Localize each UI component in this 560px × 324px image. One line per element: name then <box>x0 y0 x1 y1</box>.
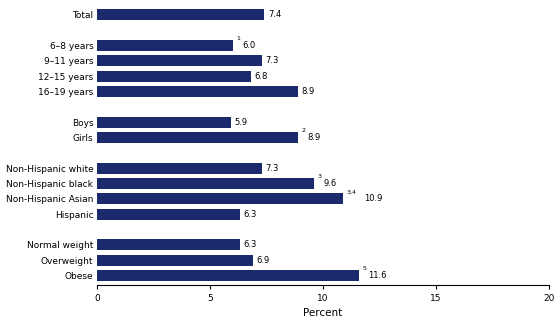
Text: 6.8: 6.8 <box>254 72 268 81</box>
Text: 6.3: 6.3 <box>243 210 256 219</box>
Text: 3,4: 3,4 <box>347 190 357 195</box>
Text: 6.9: 6.9 <box>256 256 270 265</box>
Text: 7.3: 7.3 <box>265 56 279 65</box>
Text: 7.3: 7.3 <box>265 164 279 173</box>
Text: 1: 1 <box>236 36 240 41</box>
X-axis label: Percent: Percent <box>304 308 343 318</box>
Bar <box>97 209 240 220</box>
Bar <box>97 193 343 204</box>
Text: 11.6: 11.6 <box>368 271 387 280</box>
Bar <box>97 178 314 189</box>
Bar <box>97 163 262 174</box>
Text: 6.3: 6.3 <box>243 240 256 249</box>
Text: 9.6: 9.6 <box>323 179 337 188</box>
Bar <box>97 132 298 143</box>
Text: 3: 3 <box>318 174 321 179</box>
Bar <box>97 117 231 128</box>
Text: 7.4: 7.4 <box>268 10 281 19</box>
Bar <box>97 86 298 97</box>
Text: 8.9: 8.9 <box>302 87 315 96</box>
Text: 5.9: 5.9 <box>234 118 247 127</box>
Bar <box>97 239 240 250</box>
Bar <box>97 71 251 82</box>
Text: 8.9: 8.9 <box>307 133 320 142</box>
Bar <box>97 9 264 20</box>
Text: 2: 2 <box>302 128 306 133</box>
Bar <box>97 270 359 281</box>
Bar <box>97 255 253 266</box>
Bar <box>97 40 233 51</box>
Text: 5: 5 <box>363 266 366 272</box>
Text: 10.9: 10.9 <box>364 194 382 203</box>
Text: 6.0: 6.0 <box>242 41 255 50</box>
Bar <box>97 55 262 66</box>
